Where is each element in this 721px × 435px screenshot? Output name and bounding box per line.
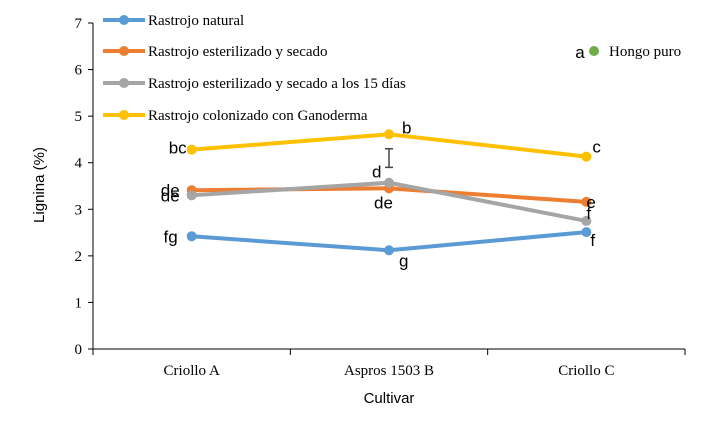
x-axis-title: Cultivar bbox=[364, 390, 415, 407]
y-tick-label: 4 bbox=[75, 156, 83, 172]
legend-label: Rastrojo esterilizado y secado a los 15 … bbox=[148, 76, 406, 92]
legend-item: Rastrojo colonizado con Ganoderma bbox=[103, 108, 368, 124]
legend-item: Rastrojo esterilizado y secado bbox=[103, 44, 328, 60]
data-point bbox=[186, 190, 197, 201]
data-point bbox=[384, 177, 394, 188]
data-point bbox=[581, 151, 592, 162]
significance-letter: c bbox=[592, 138, 601, 157]
error-bar bbox=[385, 147, 393, 169]
significance-letter: de bbox=[161, 181, 180, 200]
data-point bbox=[581, 215, 592, 226]
significance-letter: fg bbox=[163, 227, 177, 246]
y-tick-label: 5 bbox=[75, 109, 83, 125]
significance-letter: d bbox=[372, 163, 381, 182]
x-tick-label: Criollo A bbox=[164, 363, 220, 379]
legend-item-hongo-puro: a Hongo puro bbox=[575, 43, 681, 62]
legend-label: Rastrojo esterilizado y secado bbox=[148, 44, 328, 60]
x-tick-label: Aspros 1503 B bbox=[344, 363, 434, 379]
significance-letter: e bbox=[586, 193, 595, 212]
data-point bbox=[384, 245, 394, 256]
series-layer bbox=[186, 129, 592, 256]
hongo-puro-label: Hongo puro bbox=[609, 44, 681, 60]
data-point bbox=[186, 231, 197, 242]
y-tick-label: 7 bbox=[75, 16, 83, 32]
legend-swatch-marker bbox=[119, 46, 129, 56]
significance-letter: f bbox=[590, 231, 595, 250]
y-tick-label: 3 bbox=[75, 202, 83, 218]
legend-label: Rastrojo natural bbox=[148, 13, 244, 29]
legend-label: Rastrojo colonizado con Ganoderma bbox=[148, 108, 368, 124]
y-axis-title: Lignina (%) bbox=[31, 147, 48, 223]
y-tick-label: 1 bbox=[75, 295, 83, 311]
legend-swatch-marker bbox=[119, 110, 129, 120]
hongo-puro-letter: a bbox=[575, 43, 585, 62]
legend-item: Rastrojo natural bbox=[103, 13, 244, 29]
legend-item: Rastrojo esterilizado y secado a los 15 … bbox=[103, 76, 406, 92]
data-point bbox=[384, 129, 394, 140]
significance-letter: de bbox=[161, 186, 180, 205]
significance-letter: de bbox=[374, 193, 393, 212]
legend: Rastrojo natural Rastrojo esterilizado y … bbox=[103, 13, 681, 124]
legend-swatch-marker bbox=[119, 15, 129, 25]
data-point bbox=[581, 196, 592, 207]
hongo-puro-marker bbox=[589, 46, 599, 56]
data-point bbox=[186, 144, 197, 155]
legend-swatch-marker bbox=[119, 78, 129, 88]
y-tick-label: 2 bbox=[75, 249, 83, 265]
significance-letter: b bbox=[402, 118, 411, 137]
y-tick-label: 0 bbox=[75, 342, 83, 358]
axes: 0 1 2 3 4 5 6 7 Criollo A Aspros 1503 B Criollo C bbox=[75, 16, 686, 379]
significance-letter: f bbox=[586, 204, 591, 223]
significance-letter: bc bbox=[169, 139, 187, 158]
data-point bbox=[581, 227, 592, 238]
x-tick-label: Criollo C bbox=[558, 363, 614, 379]
significance-letter: g bbox=[399, 251, 408, 270]
y-tick-label: 6 bbox=[75, 63, 83, 79]
